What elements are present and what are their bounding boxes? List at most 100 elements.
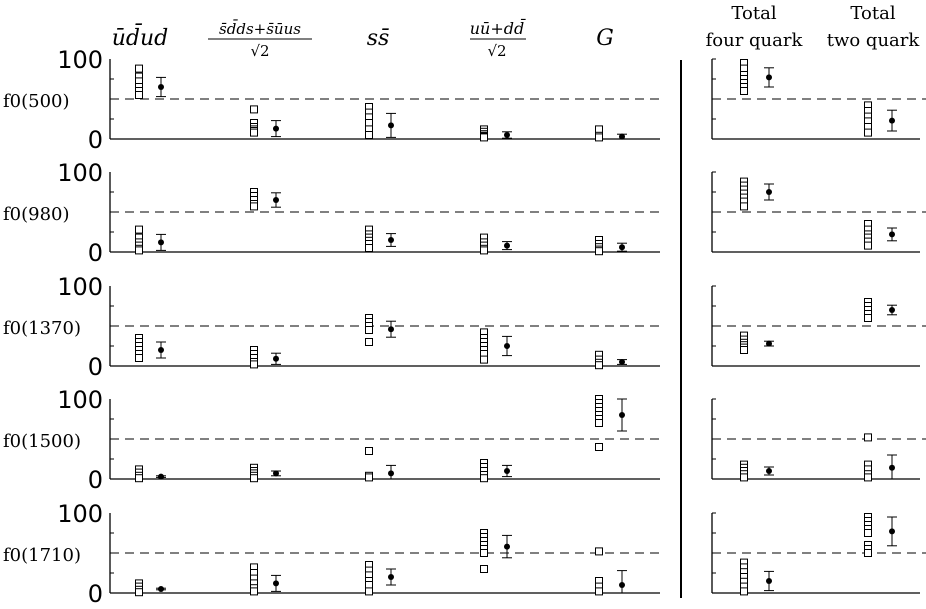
series-ss [365,561,396,596]
model-point-square [480,565,488,573]
mean-point [619,359,625,365]
model-point-square [595,361,603,370]
model-point-square [250,587,258,596]
model-point-square [365,338,373,346]
series-nn [480,328,512,364]
row-label: f0(500) [3,91,70,112]
model-point-square [864,473,872,482]
row-panel: 100 0 f0(980) [3,159,926,267]
series-nn [480,529,512,573]
model-point-square [365,447,373,455]
column-header-ssqq-denominator: √2 [250,42,269,60]
model-point-square [864,314,872,322]
model-point-square [595,419,603,427]
model-point-square [480,246,488,255]
mean-point [273,470,279,477]
y-tick-label-0: 0 [88,353,103,381]
model-point-square [480,549,488,557]
mean-point [388,574,394,580]
series-ss [365,447,396,482]
series-G [595,125,627,142]
model-point-square [365,473,373,482]
model-point-square [740,202,748,211]
y-tick-label-0: 0 [88,239,103,267]
column-header-nn-numerator: uū+dd̄ [470,17,526,38]
y-tick-label-0: 0 [88,126,103,154]
y-tick-label-100: 100 [57,273,103,301]
row-label: f0(1710) [3,545,81,566]
y-tick-label-0: 0 [88,466,103,494]
mean-point [158,586,164,592]
column-headers: ūd̄ud s̄d̄ds+s̄ūus √2 ss̄ uū+dd̄ √2 G Total four… [112,3,921,60]
model-point-square [135,91,143,99]
series-four [740,331,774,354]
model-point-square [595,587,603,596]
series-two [864,298,897,322]
model-point-square [740,587,748,596]
series-ss [365,314,396,346]
mean-point [504,468,510,474]
row-label: f0(980) [3,204,70,225]
series-ss [365,103,396,139]
series-G [595,350,627,370]
model-point-square [365,131,373,139]
model-point-square [740,87,748,95]
row-panel: 100 0 f0(1500) [3,386,926,494]
series-four [740,460,774,482]
mean-point [158,239,164,246]
mean-point [158,84,164,90]
row-panels: 100 0 f0(500) 100 0 f0(980) 100 0 f0(1370) 100 0 f0… [3,46,926,608]
series-G [595,547,627,596]
model-point-square [480,474,488,483]
model-point-square [135,246,143,255]
series-ssqq [250,105,281,138]
y-tick-label-0: 0 [88,580,103,608]
row-panel: 100 0 f0(500) [3,46,926,154]
series-ssqq [250,463,281,483]
mean-point [619,244,625,251]
mean-point [766,189,772,195]
series-G [595,395,627,451]
mean-point [889,464,895,471]
series-two [864,220,897,250]
mean-point [766,578,772,584]
model-point-square [365,244,373,252]
mean-point [273,197,279,203]
series-ss [365,225,396,252]
y-tick-label-100: 100 [57,46,103,74]
column-header-four-line-0: Total [731,3,776,24]
column-header-G: G [596,26,614,51]
model-point-square [480,355,488,364]
model-point-square [135,354,143,362]
model-point-square [250,128,258,137]
model-point-square [864,241,872,250]
model-point-square [365,587,373,596]
column-header-ssqq-numerator: s̄d̄ds+s̄ūus [219,20,301,38]
model-point-square [740,473,748,482]
model-point-square [595,443,603,451]
series-udud [135,334,166,362]
series-G [595,236,627,256]
series-udud [135,465,166,483]
mean-point [766,340,772,347]
column-header-ss: ss̄ [367,26,390,51]
mean-point [273,355,279,362]
series-two [864,101,897,137]
series-ssqq [250,188,281,211]
series-nn [480,459,512,483]
row-panel: 100 0 f0(1370) [3,273,926,381]
series-ssqq [250,563,281,596]
row-panel: 100 0 f0(1710) [3,500,926,608]
model-point-square [480,133,488,142]
mean-point [504,132,510,138]
mean-point [273,125,279,132]
column-header-nn-denominator: √2 [487,42,506,60]
series-udud [135,225,166,255]
mean-point [158,473,164,480]
model-point-square [250,474,258,483]
y-tick-label-100: 100 [57,386,103,414]
mean-point [388,122,394,129]
model-point-square [250,202,258,211]
y-tick-label-100: 100 [57,500,103,528]
mean-point [504,343,510,349]
